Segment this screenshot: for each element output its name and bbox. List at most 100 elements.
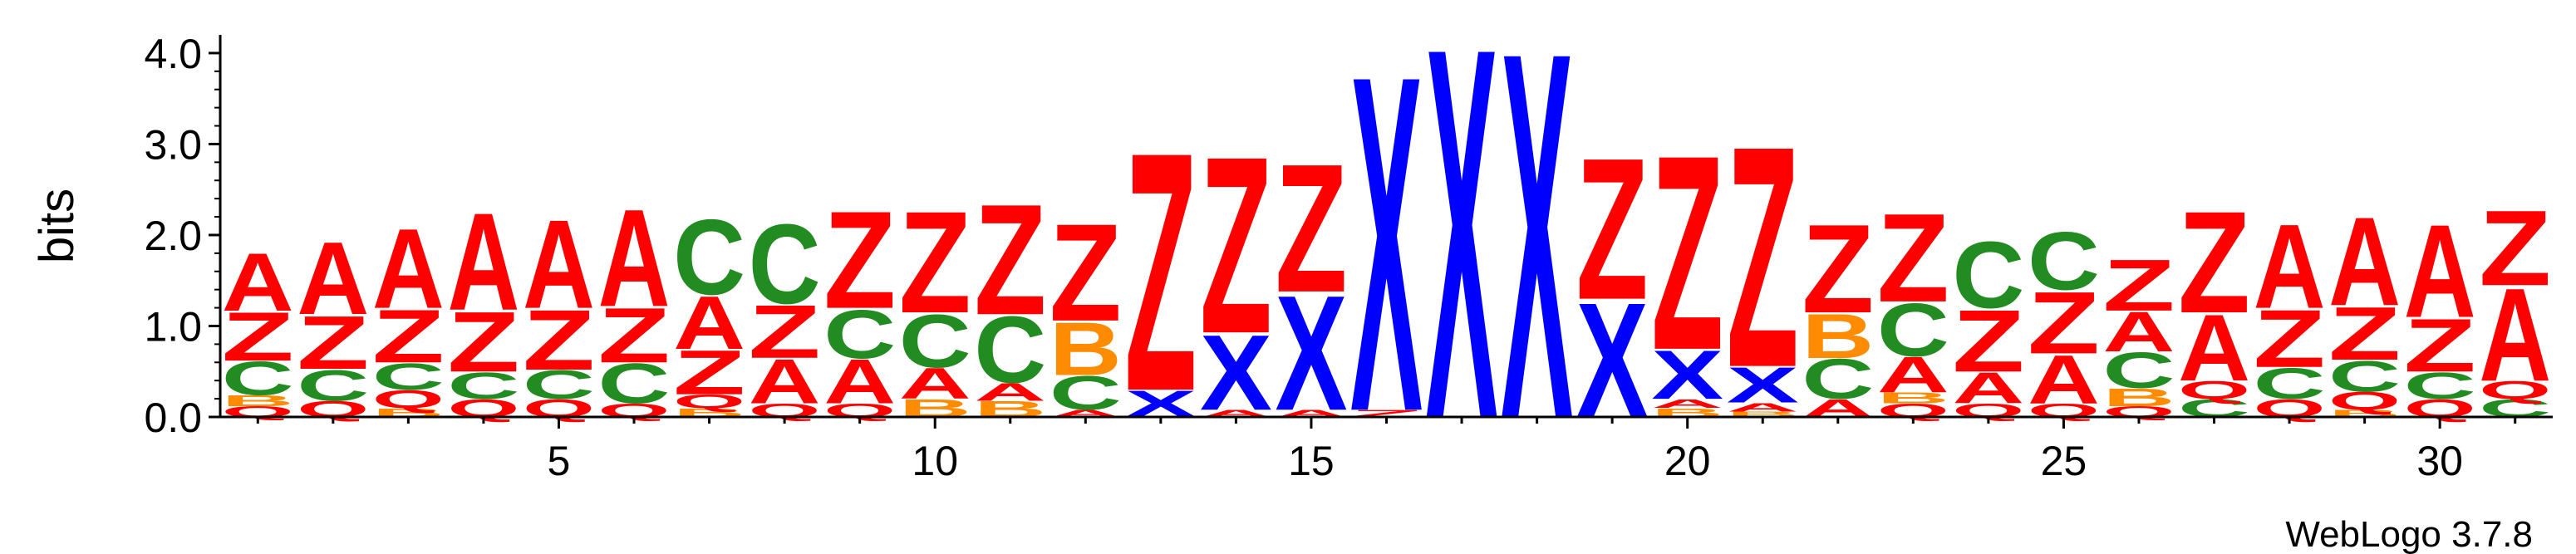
logo-letter-c: C xyxy=(297,360,369,409)
logo-stacks: QBCZAQCZABQCZAQCZAQCZAQCZABQZACQAZCQACZB… xyxy=(222,0,2551,530)
logo-letter-z: Z xyxy=(2404,304,2476,389)
logo-letter-z: Z xyxy=(1651,98,1723,409)
logo-letter-z: Z xyxy=(447,294,519,390)
logo-letter-c: C xyxy=(1877,287,1949,373)
logo-letter-a: A xyxy=(673,280,745,365)
logo-letter-a: A xyxy=(1952,364,2024,413)
logo-letter-a: A xyxy=(899,359,971,408)
logo-letter-z: Z xyxy=(2028,273,2100,372)
x-tick-label: 25 xyxy=(2041,438,2087,484)
logo-letter-a: A xyxy=(2178,295,2250,400)
logo-axes: 0.0 1.0 2.0 3.0 4.0 5 10 15 20 25 30 xyxy=(144,31,2553,484)
logo-letter-a: A xyxy=(2328,192,2401,333)
logo-letter-b: B xyxy=(222,393,294,409)
logo-letter-q: Q xyxy=(2178,376,2250,404)
logo-letter-a: A xyxy=(1651,396,1723,410)
logo-letter-z: Z xyxy=(1727,80,1799,433)
logo-stack: X xyxy=(1501,0,1574,528)
logo-letter-z: Z xyxy=(2254,292,2326,385)
logo-letter-z: Z xyxy=(1877,189,1949,329)
logo-letter-z: Z xyxy=(2479,188,2551,308)
logo-letter-a: A xyxy=(222,237,294,328)
logo-letter-a: A xyxy=(1877,347,1949,404)
logo-letter-c: C xyxy=(673,198,745,317)
logo-letter-x: X xyxy=(1200,312,1272,433)
logo-letter-z: Z xyxy=(749,290,821,375)
logo-letter-a: A xyxy=(2404,197,2476,345)
logo-letter-z: Z xyxy=(1200,105,1272,386)
y-tick-label: 1.0 xyxy=(144,303,202,350)
y-axis-label: bits xyxy=(30,189,84,263)
logo-letter-c: C xyxy=(823,295,896,373)
logo-letter-z: Z xyxy=(372,295,445,380)
logo-letter-c: C xyxy=(2404,365,2476,407)
logo-letter-x: X xyxy=(1426,0,1499,530)
logo-letter-a: A xyxy=(823,347,896,418)
logo-stack: X xyxy=(1426,0,1499,530)
logo-letter-a: A xyxy=(2479,261,2551,409)
logo-letter-z: Z xyxy=(673,338,745,409)
logo-letter-c: C xyxy=(2328,351,2401,400)
logo-letter-z: Z xyxy=(2328,292,2401,376)
logo-letter-a: A xyxy=(598,180,671,336)
logo-letter-c: C xyxy=(598,351,671,415)
logo-stack: XZ xyxy=(1576,117,1649,452)
logo-letter-c: C xyxy=(749,201,821,328)
logo-letter-z: Z xyxy=(222,297,294,375)
logo-letter-c: C xyxy=(523,363,595,408)
logo-letter-q: Q xyxy=(372,385,445,414)
logo-letter-z: Z xyxy=(2103,245,2175,326)
logo-letter-x: X xyxy=(1727,356,1799,413)
logo-letter-c: C xyxy=(447,365,519,407)
y-tick-label: 4.0 xyxy=(144,31,202,77)
logo-letter-a: A xyxy=(372,205,445,332)
x-tick-label: 20 xyxy=(1664,438,1711,484)
logo-letter-a: A xyxy=(523,194,595,336)
logo-letter-c: C xyxy=(1952,222,2024,327)
logo-letter-c: C xyxy=(372,356,445,399)
logo-letter-z: Z xyxy=(974,171,1046,348)
y-tick-label: 3.0 xyxy=(144,121,202,168)
logo-letter-z: Z xyxy=(1124,82,1197,463)
logo-letter-b: B xyxy=(1877,390,1949,406)
logo-letter-c: C xyxy=(2103,343,2175,400)
logo-letter-z: Z xyxy=(1275,126,1347,331)
x-tick-label: 15 xyxy=(1288,438,1335,484)
logo-letter-a: A xyxy=(297,220,369,336)
logo-letter-a: A xyxy=(2028,341,2100,419)
logo-letter-a: A xyxy=(2103,300,2175,364)
logo-letter-x: X xyxy=(1350,0,1423,512)
logo-letter-c: C xyxy=(2254,359,2326,408)
logo-letter-a: A xyxy=(2254,200,2326,334)
logo-letter-z: Z xyxy=(1952,292,2024,390)
logo-letter-c: C xyxy=(1802,347,1874,411)
y-tick-label: 2.0 xyxy=(144,213,202,259)
x-tick-label: 30 xyxy=(2416,438,2463,484)
logo-letter-q: Q xyxy=(2328,387,2401,415)
logo-letter-c: C xyxy=(899,298,971,384)
logo-letter-z: Z xyxy=(523,292,595,389)
logo-letter-a: A xyxy=(1727,400,1799,414)
logo-letter-c: C xyxy=(2028,216,2100,307)
